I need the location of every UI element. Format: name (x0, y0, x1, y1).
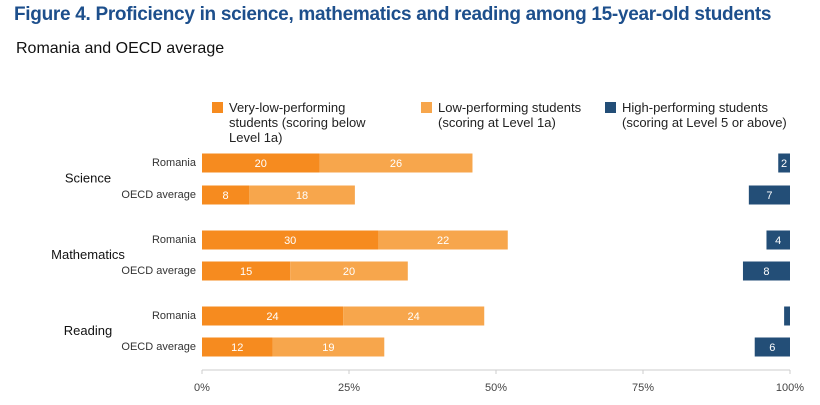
legend-label: Low-performing students (scoring at Leve… (438, 100, 582, 130)
x-tick-label: 0% (194, 382, 210, 394)
y-tick-label: Romania (152, 157, 197, 169)
bar (343, 306, 485, 326)
value-label: 12 (231, 342, 243, 354)
legend-swatch (212, 102, 223, 113)
bar (202, 337, 273, 357)
y-tick-label: OECD average (121, 341, 196, 353)
bar (778, 153, 790, 173)
y-tick-label: OECD average (121, 265, 196, 277)
legend-label: High-performing students (scoring at Lev… (622, 100, 787, 130)
bar (202, 153, 320, 173)
value-label: 8 (222, 190, 228, 202)
group-label: Mathematics (51, 247, 125, 262)
value-label: 15 (240, 266, 252, 278)
value-label: 24 (408, 311, 420, 323)
value-label: 6 (769, 342, 775, 354)
legend-label: Very-low-performing students (scoring be… (229, 100, 366, 145)
value-label: 20 (343, 266, 355, 278)
bar (319, 153, 473, 173)
chart-subtitle: Romania and OECD average (16, 40, 225, 57)
bar (202, 230, 379, 250)
value-label: 22 (437, 235, 449, 247)
bar (754, 337, 790, 357)
y-tick-label: Romania (152, 310, 197, 322)
legend-swatch (605, 102, 616, 113)
value-label: 20 (255, 158, 267, 170)
bar (202, 306, 344, 326)
value-label: 7 (766, 190, 772, 202)
group-label: Reading (64, 323, 112, 338)
y-tick-label: OECD average (121, 189, 196, 201)
value-label: 26 (390, 158, 402, 170)
x-tick-label: 100% (776, 382, 804, 394)
legend-item: High-performing students (scoring at Lev… (605, 100, 795, 130)
value-label: 8 (763, 266, 769, 278)
legend-swatch (421, 102, 432, 113)
value-label: 24 (266, 311, 278, 323)
x-tick-label: 25% (338, 382, 360, 394)
group-label: Science (65, 170, 111, 185)
legend-item: Low-performing students (scoring at Leve… (421, 100, 586, 130)
bar (742, 261, 790, 281)
bar (202, 261, 291, 281)
value-label: 19 (322, 342, 334, 354)
y-tick-label: Romania (152, 234, 197, 246)
legend-item: Very-low-performing students (scoring be… (212, 100, 392, 145)
bar (378, 230, 508, 250)
bar (748, 185, 790, 205)
chart-title: Figure 4. Proficiency in science, mathem… (14, 4, 772, 25)
bar (784, 306, 790, 326)
value-label: 30 (284, 235, 296, 247)
bar (766, 230, 790, 250)
bar (290, 261, 408, 281)
value-label: 4 (775, 235, 781, 247)
x-tick-label: 50% (485, 382, 507, 394)
bar (202, 185, 250, 205)
bar (249, 185, 355, 205)
value-label: 18 (296, 190, 308, 202)
value-label: 2 (781, 158, 787, 170)
bar (272, 337, 385, 357)
x-tick-label: 75% (632, 382, 654, 394)
